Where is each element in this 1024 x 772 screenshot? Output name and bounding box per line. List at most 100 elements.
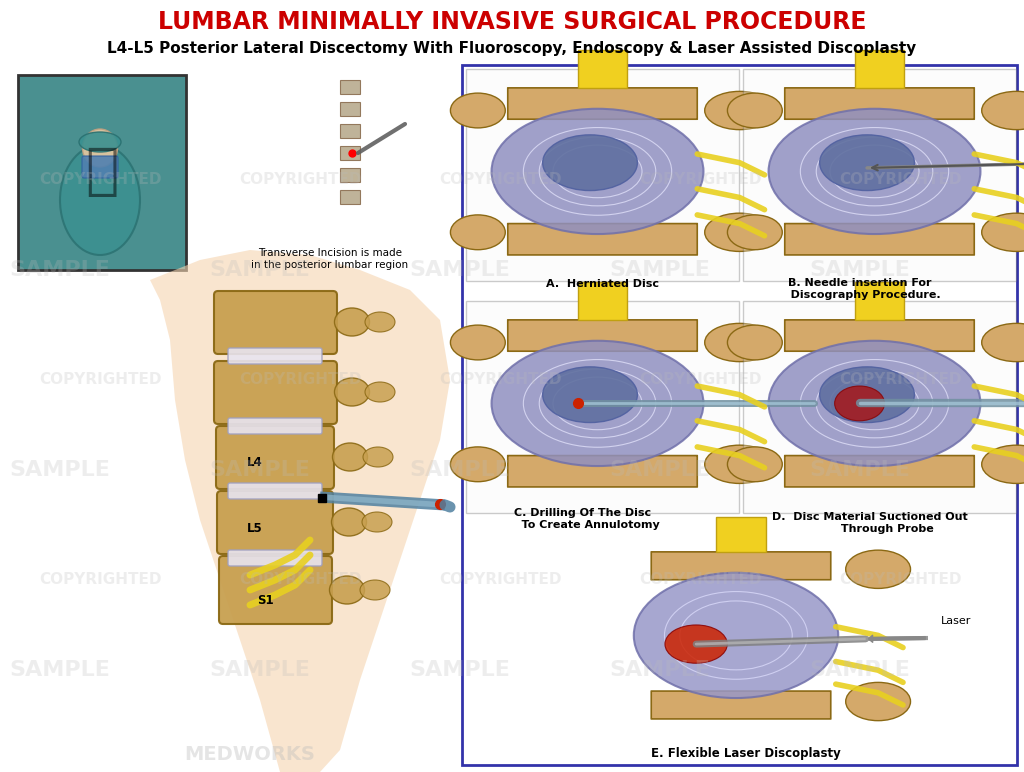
FancyBboxPatch shape [784, 88, 974, 119]
Text: COPYRIGHTED: COPYRIGHTED [839, 573, 962, 587]
Ellipse shape [492, 340, 703, 466]
Ellipse shape [365, 382, 395, 402]
Bar [466, 69, 739, 281]
Text: SAMPLE: SAMPLE [609, 260, 711, 280]
Ellipse shape [982, 445, 1024, 483]
Ellipse shape [727, 93, 782, 128]
Text: SAMPLE: SAMPLE [810, 460, 910, 480]
Text: L4: L4 [247, 456, 263, 469]
Ellipse shape [360, 580, 390, 600]
FancyBboxPatch shape [228, 348, 322, 364]
Text: COPYRIGHTED: COPYRIGHTED [639, 373, 761, 388]
Bar [855, 282, 904, 320]
Ellipse shape [846, 682, 910, 720]
Ellipse shape [451, 447, 505, 482]
Text: C. Drilling Of The Disc
    To Create Annulotomy: C. Drilling Of The Disc To Create Annulo… [506, 508, 659, 530]
Bar [743, 69, 1016, 281]
Text: SAMPLE: SAMPLE [410, 660, 510, 680]
Ellipse shape [705, 91, 774, 130]
Text: SAMPLE: SAMPLE [9, 260, 111, 280]
Text: COPYRIGHTED: COPYRIGHTED [239, 573, 361, 587]
FancyBboxPatch shape [219, 556, 332, 624]
Bar [340, 190, 360, 204]
Ellipse shape [543, 367, 637, 422]
Text: B. Needle insertion For
   Discography Procedure.: B. Needle insertion For Discography Proc… [778, 278, 940, 300]
Text: SAMPLE: SAMPLE [210, 260, 310, 280]
Ellipse shape [451, 325, 505, 360]
Ellipse shape [365, 312, 395, 332]
Text: COPYRIGHTED: COPYRIGHTED [438, 573, 561, 587]
Ellipse shape [451, 215, 505, 249]
Text: SAMPLE: SAMPLE [810, 260, 910, 280]
Ellipse shape [835, 386, 885, 421]
Ellipse shape [727, 325, 782, 360]
FancyBboxPatch shape [784, 320, 974, 351]
Bar [716, 517, 766, 552]
FancyBboxPatch shape [508, 320, 697, 351]
Ellipse shape [769, 109, 980, 234]
FancyBboxPatch shape [228, 483, 322, 499]
Bar [466, 301, 739, 513]
Text: MEDWORKS: MEDWORKS [184, 746, 315, 764]
Text: COPYRIGHTED: COPYRIGHTED [839, 373, 962, 388]
Text: D.  Disc Material Suctioned Out
         Through Probe: D. Disc Material Suctioned Out Through P… [772, 512, 968, 533]
Bar [743, 301, 1016, 513]
Ellipse shape [846, 550, 910, 588]
Ellipse shape [333, 443, 368, 471]
FancyBboxPatch shape [508, 455, 697, 487]
Text: COPYRIGHTED: COPYRIGHTED [438, 172, 561, 188]
FancyBboxPatch shape [651, 552, 830, 580]
Ellipse shape [451, 93, 505, 128]
Ellipse shape [362, 447, 393, 467]
Text: COPYRIGHTED: COPYRIGHTED [239, 373, 361, 388]
Text: COPYRIGHTED: COPYRIGHTED [438, 373, 561, 388]
Bar [340, 168, 360, 182]
FancyBboxPatch shape [228, 550, 322, 566]
Text: L4-L5 Posterior Lateral Discectomy With Fluoroscopy, Endoscopy & Laser Assisted : L4-L5 Posterior Lateral Discectomy With … [108, 40, 916, 56]
Text: COPYRIGHTED: COPYRIGHTED [39, 573, 161, 587]
FancyBboxPatch shape [82, 156, 118, 178]
Ellipse shape [330, 576, 365, 604]
Ellipse shape [982, 91, 1024, 130]
Text: SAMPLE: SAMPLE [210, 660, 310, 680]
Bar [18, 75, 186, 270]
Bar [578, 49, 628, 88]
Ellipse shape [727, 447, 782, 482]
Ellipse shape [79, 132, 121, 152]
Ellipse shape [727, 215, 782, 249]
Text: SAMPLE: SAMPLE [609, 660, 711, 680]
Text: COPYRIGHTED: COPYRIGHTED [839, 172, 962, 188]
Ellipse shape [705, 213, 774, 252]
FancyBboxPatch shape [784, 455, 974, 487]
Bar [340, 146, 360, 160]
Ellipse shape [769, 340, 980, 466]
Ellipse shape [634, 573, 839, 698]
Text: COPYRIGHTED: COPYRIGHTED [639, 172, 761, 188]
Text: SAMPLE: SAMPLE [9, 660, 111, 680]
FancyBboxPatch shape [217, 491, 333, 554]
Ellipse shape [982, 323, 1024, 361]
Text: SAMPLE: SAMPLE [210, 460, 310, 480]
Text: SAMPLE: SAMPLE [9, 460, 111, 480]
Text: A.  Herniated Disc: A. Herniated Disc [546, 279, 659, 289]
Text: Transverse Incision is made
in the posterior lumbar region: Transverse Incision is made in the poste… [252, 248, 409, 269]
FancyBboxPatch shape [784, 224, 974, 255]
Text: COPYRIGHTED: COPYRIGHTED [239, 172, 361, 188]
Ellipse shape [335, 378, 370, 406]
Bar [855, 49, 904, 88]
FancyBboxPatch shape [508, 224, 697, 255]
Text: E. Flexible Laser Discoplasty: E. Flexible Laser Discoplasty [651, 747, 841, 760]
FancyBboxPatch shape [214, 291, 337, 354]
Bar [340, 80, 360, 94]
Bar [578, 282, 628, 320]
Text: SAMPLE: SAMPLE [810, 660, 910, 680]
Bar [340, 124, 360, 138]
Ellipse shape [819, 367, 914, 422]
Ellipse shape [332, 508, 367, 536]
Text: SAMPLE: SAMPLE [410, 260, 510, 280]
Text: COPYRIGHTED: COPYRIGHTED [639, 573, 761, 587]
Ellipse shape [705, 323, 774, 361]
Text: 🏥: 🏥 [85, 145, 119, 199]
Ellipse shape [705, 445, 774, 483]
FancyBboxPatch shape [214, 361, 337, 424]
